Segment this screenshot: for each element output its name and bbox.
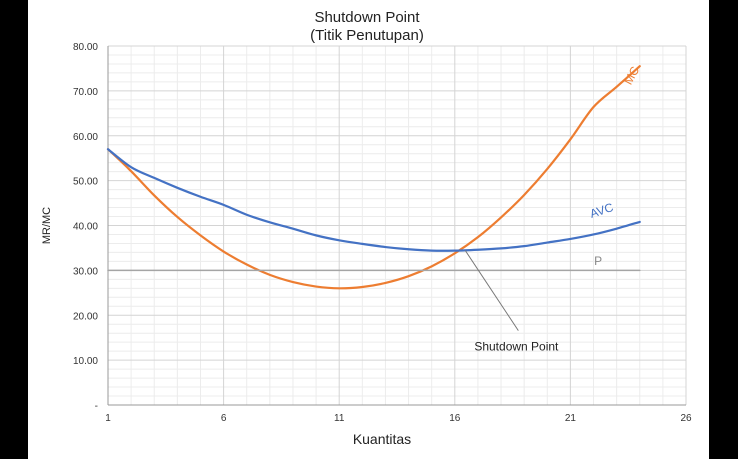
x-axis-title: Kuantitas [353,431,411,447]
y-tick-label: 20.00 [73,311,98,322]
y-tick-label: - [95,401,98,412]
chart-subtitle: (Titik Penutupan) [310,27,424,44]
x-tick-label: 1 [105,413,111,424]
series-label-p: P [594,254,602,268]
x-tick-label: 21 [565,413,577,424]
mc-series-line [106,65,641,290]
y-tick-label: 50.00 [73,177,98,188]
x-tick-label: 16 [449,413,461,424]
y-tick-label: 30.00 [73,266,98,277]
y-tick-label: 80.00 [73,42,98,53]
x-tick-label: 6 [221,413,227,424]
shutdown-point-annotation: Shutdown Point [474,340,559,354]
y-axis-title: MR/MC [41,207,53,244]
axes: 1 6 11 16 21 26-10.0020.0030.0040.0050.0060.0… [73,42,692,424]
y-tick-label: 70.00 [73,87,98,98]
shutdown-point-leader-line [464,250,519,331]
avc-series-line [106,148,641,252]
chart-panel: 1 6 11 16 21 26-10.00 20.00 30.00 40.00 50.00 60.0… [28,0,709,459]
y-tick-label: 40.00 [73,222,98,233]
series-lines [106,65,641,290]
x-tick-label: 26 [680,413,692,424]
y-tick-label: 60.00 [73,132,98,143]
chart-svg: 1 6 11 16 21 26-10.0020.0030.0040.0050.0060.0… [41,9,692,447]
series-label-avc: AVC [588,200,615,221]
y-tick-label: 10.00 [73,356,98,367]
gridlines [107,45,687,406]
chart-title: Shutdown Point [314,9,420,26]
x-tick-label: 11 [334,413,345,424]
